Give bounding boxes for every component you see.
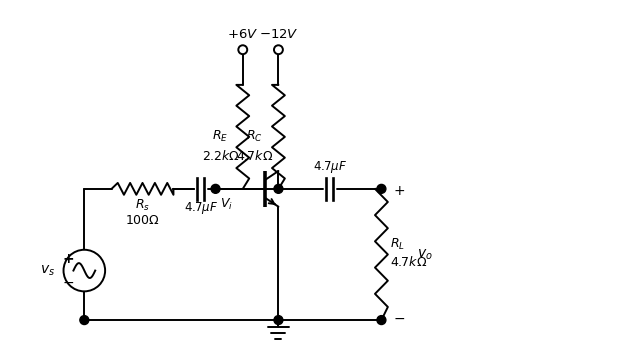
Circle shape [274, 184, 283, 193]
Text: $R_C$: $R_C$ [246, 129, 263, 144]
Text: $4.7\mu F$: $4.7\mu F$ [184, 200, 218, 216]
Circle shape [211, 184, 220, 193]
Text: $2.2k\Omega$: $2.2k\Omega$ [202, 149, 240, 163]
Text: $R_E$: $R_E$ [213, 129, 229, 144]
Text: $4.7k\Omega$: $4.7k\Omega$ [390, 255, 428, 269]
Circle shape [80, 316, 89, 325]
Circle shape [377, 316, 386, 325]
Text: $v_s$: $v_s$ [40, 263, 55, 278]
Text: $-$: $-$ [62, 275, 75, 289]
Text: $-12V$: $-12V$ [258, 28, 298, 41]
Text: $R_L$: $R_L$ [390, 237, 405, 252]
Text: $+6V$: $+6V$ [227, 28, 258, 41]
Text: $100\Omega$: $100\Omega$ [125, 214, 160, 227]
Text: $4.7k\Omega$: $4.7k\Omega$ [236, 149, 273, 163]
Circle shape [238, 45, 247, 54]
Text: $V_i$: $V_i$ [220, 197, 232, 212]
Circle shape [64, 250, 105, 291]
Text: $-$: $-$ [393, 311, 405, 325]
Circle shape [274, 316, 283, 325]
Text: $+$: $+$ [393, 184, 405, 198]
Text: $4.7\mu F$: $4.7\mu F$ [313, 159, 347, 175]
Text: $v_o$: $v_o$ [417, 247, 433, 262]
Circle shape [274, 45, 283, 54]
Text: $R_s$: $R_s$ [135, 198, 150, 213]
Text: +: + [62, 252, 74, 266]
Circle shape [377, 184, 386, 193]
